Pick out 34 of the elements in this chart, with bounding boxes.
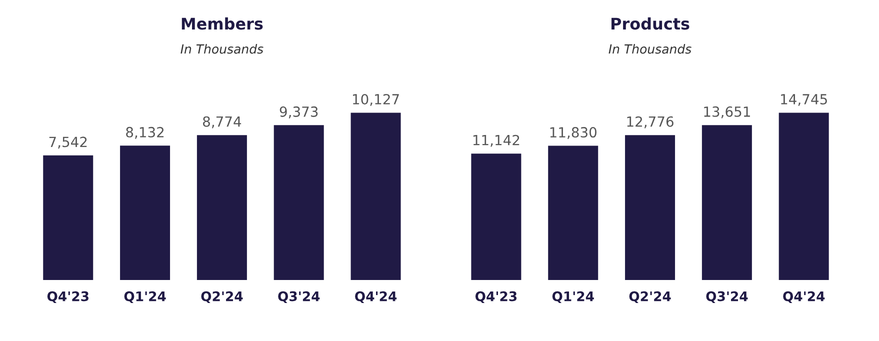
data-label: 10,127 (353, 94, 399, 106)
chart-title: Members (182, 17, 263, 30)
bar (120, 146, 170, 280)
x-tick-label: Q3'24 (706, 291, 748, 304)
bar (778, 112, 829, 280)
chart-title: Products (612, 17, 690, 30)
data-label: 11,142 (473, 134, 520, 147)
x-tick-label: Q4'24 (355, 291, 397, 304)
bar (43, 155, 94, 280)
chart-subtitle: In Thousands (180, 44, 264, 54)
chart-subtitle: In Thousands (608, 44, 692, 54)
data-label: 14,745 (781, 94, 827, 106)
x-tick-label: Q3'24 (278, 291, 320, 304)
x-tick-label: Q4'23 (47, 291, 88, 304)
x-tick-label: Q4'24 (783, 291, 825, 304)
data-label: 8,132 (126, 126, 164, 139)
bar (350, 112, 401, 280)
data-label: 8,774 (203, 116, 242, 128)
data-label: 13,651 (704, 106, 750, 118)
data-label: 9,373 (280, 106, 318, 118)
bar (625, 135, 676, 280)
bar (548, 146, 598, 280)
data-label: 12,776 (627, 116, 674, 128)
x-tick-label: Q1'24 (552, 291, 594, 304)
bar (702, 125, 752, 280)
bar (274, 125, 324, 280)
x-tick-label: Q2'24 (201, 291, 243, 304)
x-tick-label: Q4'23 (475, 291, 517, 304)
x-tick-label: Q2'24 (629, 291, 671, 304)
x-tick-label: Q1'24 (124, 291, 166, 304)
bar (471, 154, 522, 280)
data-label: 11,830 (550, 127, 596, 139)
data-label: 7,542 (49, 136, 87, 149)
bar (196, 135, 247, 280)
